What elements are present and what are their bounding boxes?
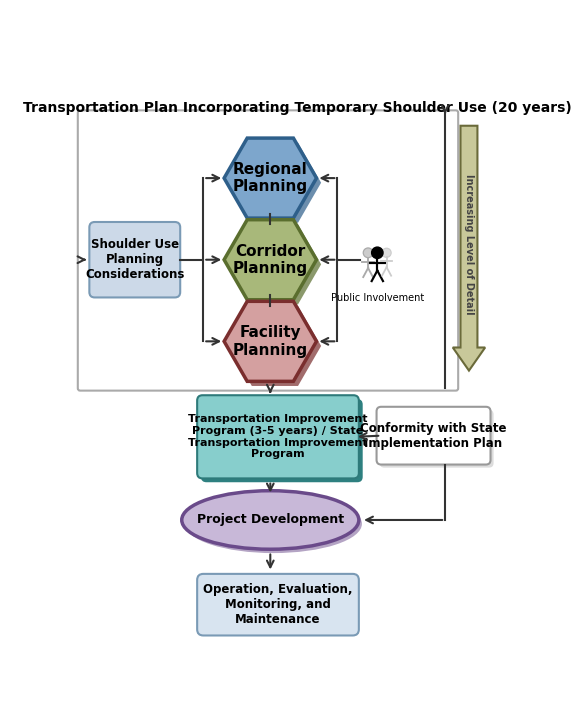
Polygon shape [224,301,317,382]
Text: Public Involvement: Public Involvement [331,293,424,303]
Text: Corridor
Planning: Corridor Planning [233,244,308,276]
Text: Project Development: Project Development [197,513,344,526]
Ellipse shape [185,494,362,553]
Ellipse shape [182,491,359,549]
Circle shape [382,248,391,257]
Text: Transportation Plan Incorporating Temporary Shoulder Use (20 years): Transportation Plan Incorporating Tempor… [23,101,572,115]
FancyBboxPatch shape [197,574,359,635]
FancyBboxPatch shape [89,222,180,297]
Polygon shape [229,142,321,222]
Text: Operation, Evaluation,
Monitoring, and
Maintenance: Operation, Evaluation, Monitoring, and M… [203,583,353,626]
Text: Increasing Level of Detail: Increasing Level of Detail [464,174,474,315]
FancyBboxPatch shape [201,399,362,482]
Polygon shape [224,138,317,218]
Polygon shape [224,220,317,300]
Polygon shape [229,306,321,386]
Text: Shoulder Use
Planning
Considerations: Shoulder Use Planning Considerations [85,238,184,281]
Circle shape [363,248,373,257]
Text: Facility
Planning: Facility Planning [233,325,308,358]
Polygon shape [453,126,485,371]
FancyBboxPatch shape [78,111,458,390]
Circle shape [372,247,383,259]
FancyBboxPatch shape [197,395,359,478]
Text: Conformity with State
Implementation Plan: Conformity with State Implementation Pla… [360,422,507,450]
FancyBboxPatch shape [376,407,491,465]
Polygon shape [229,225,321,305]
FancyBboxPatch shape [380,410,494,467]
Text: Regional
Planning: Regional Planning [233,162,308,194]
Text: Transportation Improvement
Program (3-5 years) / State
Transportation Improvemen: Transportation Improvement Program (3-5 … [188,414,368,459]
